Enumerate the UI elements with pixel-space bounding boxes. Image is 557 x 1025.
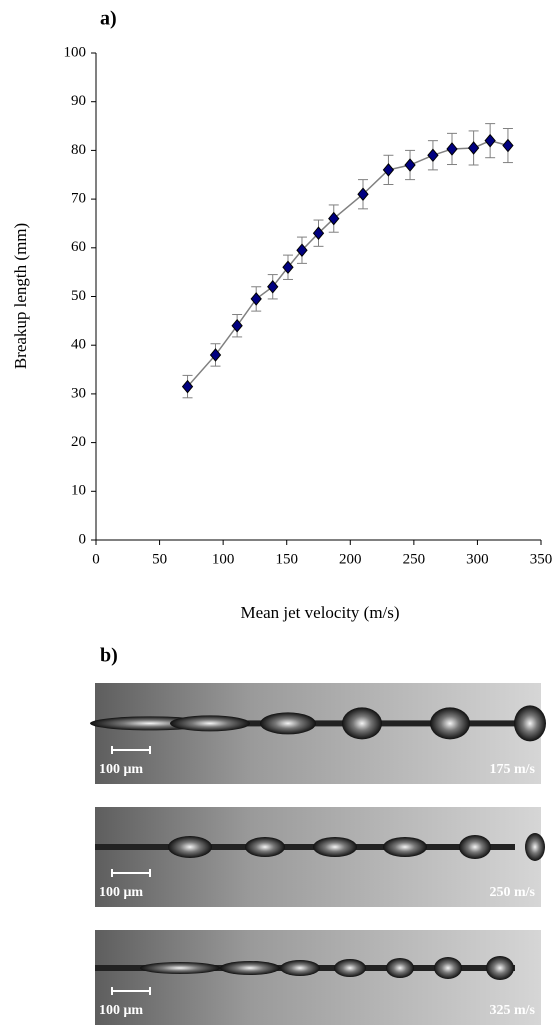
data-point [250, 292, 262, 306]
photo: 100 μm 175 m/s [90, 683, 546, 784]
jet-core [95, 844, 515, 850]
speed-label: 175 m/s [490, 762, 536, 777]
droplet [430, 707, 470, 740]
droplet [220, 961, 280, 975]
data-point [231, 318, 243, 333]
photo-bg [95, 683, 541, 784]
y-axis-label: Breakup length (mm) [11, 223, 30, 369]
y-tick-label: 90 [71, 93, 86, 109]
droplet [525, 833, 545, 861]
x-axis-label: Mean jet velocity (m/s) [240, 603, 399, 622]
droplet [313, 837, 357, 857]
photo: 100 μm 325 m/s [95, 930, 541, 1025]
data-point [282, 260, 294, 275]
panel-label: b) [100, 645, 118, 667]
x-tick-label: 300 [466, 551, 489, 567]
x-tick-label: 350 [530, 551, 553, 567]
data-point [446, 142, 458, 156]
droplet [140, 962, 220, 974]
droplet [342, 707, 382, 740]
data-point [382, 163, 395, 177]
y-tick-label: 0 [79, 531, 87, 547]
droplet [486, 956, 514, 980]
data-point [467, 141, 480, 155]
droplet [334, 959, 366, 977]
scale-label: 100 μm [99, 1003, 143, 1018]
droplet [459, 835, 491, 859]
x-tick-label: 200 [339, 551, 362, 567]
data-point [484, 133, 496, 148]
photo: 100 μm 250 m/s [95, 807, 545, 907]
data-point [502, 138, 514, 153]
data-point [328, 211, 340, 226]
data-line [186, 139, 509, 388]
droplet [434, 957, 462, 979]
x-tick-label: 250 [403, 551, 426, 567]
data-point [267, 279, 279, 294]
data-point [312, 226, 325, 240]
x-tick-label: 0 [92, 551, 100, 567]
droplet [170, 715, 250, 732]
scale-label: 100 μm [99, 762, 143, 777]
droplet [383, 837, 427, 857]
droplet [386, 958, 414, 978]
droplet [260, 712, 316, 735]
y-tick-label: 10 [71, 483, 86, 499]
data-point [209, 348, 222, 362]
scale-label: 100 μm [99, 885, 143, 900]
x-tick-label: 100 [212, 551, 235, 567]
droplet [280, 960, 320, 976]
y-tick-label: 70 [71, 191, 86, 207]
droplet [245, 837, 285, 857]
data-point [296, 243, 308, 258]
data-point [181, 379, 194, 394]
y-tick-label: 40 [71, 337, 86, 353]
y-tick-label: 30 [71, 385, 86, 401]
droplet [168, 836, 212, 858]
speed-label: 250 m/s [490, 885, 536, 900]
x-tick-label: 150 [275, 551, 298, 567]
droplet [514, 705, 546, 742]
y-tick-label: 50 [71, 288, 86, 304]
y-tick-label: 60 [71, 239, 86, 255]
y-tick-label: 100 [64, 44, 87, 60]
y-tick-label: 80 [71, 142, 86, 158]
data-point [404, 158, 416, 172]
data-point [427, 148, 439, 163]
speed-label: 325 m/s [490, 1003, 536, 1018]
panel-label: a) [100, 8, 117, 30]
data-point [357, 187, 369, 202]
photo-bg [95, 930, 541, 1025]
x-tick-label: 50 [152, 551, 167, 567]
y-tick-label: 20 [71, 434, 86, 450]
